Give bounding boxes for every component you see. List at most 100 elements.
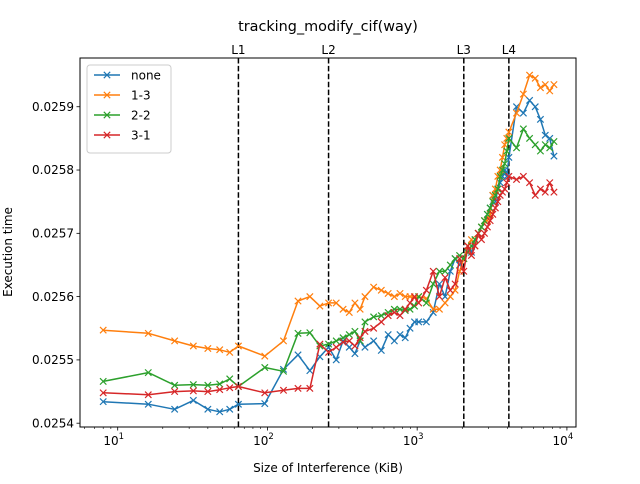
data-point (531, 103, 539, 111)
y-tick-label: 0.0259 (32, 100, 74, 114)
data-point (396, 311, 404, 320)
data-point (226, 384, 234, 392)
data-point (370, 324, 378, 332)
data-point (501, 160, 509, 168)
data-point (531, 141, 539, 149)
data-point (345, 343, 353, 351)
data-point (519, 125, 528, 133)
data-point (351, 327, 359, 336)
data-point (486, 217, 494, 225)
data-point (546, 87, 554, 95)
data-point (351, 299, 359, 307)
data-point (226, 348, 234, 356)
data-point (216, 408, 224, 416)
legend-label: 3-1 (131, 128, 151, 142)
data-point (396, 305, 404, 313)
data-point (474, 229, 482, 237)
y-axis-label: Execution time (1, 207, 15, 297)
legend-item-2-2: 2-2 (94, 108, 151, 122)
data-point (441, 267, 449, 275)
data-point (441, 292, 449, 301)
data-point (422, 286, 431, 294)
data-point (345, 330, 353, 339)
data-point (361, 343, 369, 351)
data-point (294, 384, 302, 393)
data-point (446, 292, 454, 301)
data-point (171, 387, 179, 396)
data-point (541, 188, 549, 196)
legend-item-3-1: 3-1 (94, 128, 151, 142)
data-point (361, 318, 369, 326)
data-point (370, 313, 378, 321)
data-point (541, 80, 549, 89)
data-point (390, 308, 398, 317)
vline-label-l4: L4 (502, 43, 516, 57)
data-point (216, 380, 224, 388)
data-point (536, 115, 545, 124)
data-point (446, 261, 454, 269)
data-point (429, 308, 437, 317)
data-point (441, 299, 449, 307)
data-point (361, 327, 369, 336)
data-point (294, 329, 302, 337)
data-point (234, 382, 243, 391)
data-point (480, 217, 489, 225)
data-point (261, 352, 269, 360)
data-point (351, 349, 359, 358)
data-point (189, 396, 197, 405)
data-point (384, 330, 392, 339)
data-point (435, 292, 444, 301)
data-point (531, 74, 539, 82)
x-tick-label-exponent: 3 (418, 432, 423, 442)
data-point (501, 185, 509, 193)
data-point (512, 109, 521, 117)
data-point (435, 305, 444, 313)
data-point (489, 210, 497, 218)
data-point (396, 330, 404, 339)
vline-label-l2: L2 (321, 43, 335, 57)
series-none (99, 96, 558, 416)
legend-swatch-marker (103, 91, 111, 99)
data-point (261, 363, 269, 372)
data-point (204, 344, 212, 353)
data-point (525, 179, 534, 187)
data-point (525, 71, 534, 79)
x-tick-label-exponent: 2 (268, 432, 273, 442)
legend-item-none: none (94, 68, 161, 82)
data-point (99, 389, 107, 397)
data-point (441, 274, 449, 282)
data-point (410, 292, 419, 301)
data-point (446, 267, 454, 275)
data-point (324, 340, 333, 348)
legend-label: none (131, 68, 161, 82)
data-point (429, 267, 437, 275)
data-point (390, 292, 398, 301)
data-point (505, 172, 513, 180)
data-point (491, 204, 499, 212)
data-point (401, 305, 409, 313)
data-point (339, 305, 347, 313)
data-point (390, 337, 398, 345)
data-point (546, 134, 554, 143)
x-tick-label-base: 10 (103, 434, 118, 448)
data-point (171, 337, 179, 345)
data-point (541, 131, 549, 139)
data-point (531, 191, 539, 199)
axes-frame (79, 57, 577, 428)
data-point (519, 90, 528, 98)
data-point (324, 299, 333, 307)
data-point (99, 398, 107, 406)
x-tick-label-base: 10 (253, 434, 268, 448)
data-point (512, 144, 521, 152)
data-point (306, 329, 314, 337)
data-point (536, 147, 545, 155)
series-2-2 (99, 125, 558, 391)
data-point (550, 188, 558, 196)
data-point (503, 147, 511, 155)
data-point (455, 255, 464, 263)
data-point (294, 297, 302, 305)
data-point (519, 172, 528, 180)
data-point (279, 337, 288, 345)
